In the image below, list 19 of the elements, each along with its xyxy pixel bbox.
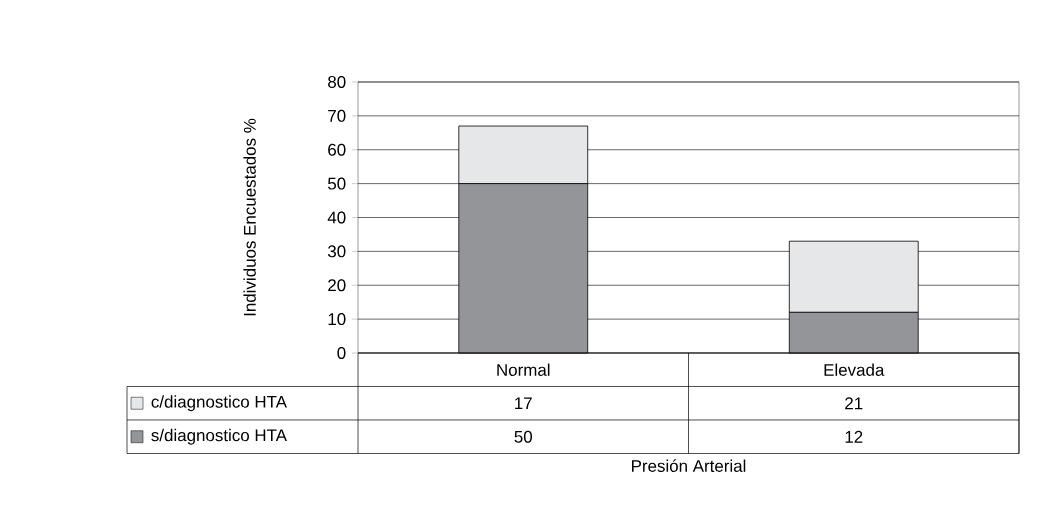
x-tick-label: Normal [497,363,550,376]
legend-label: c/diagnostico HTA [151,395,287,412]
y-tick-label: 30 [327,245,346,258]
x-tick-label: Elevada [824,363,885,376]
y-tick-label: 40 [327,211,346,224]
x-axis-title: Presión Arterial [632,459,746,472]
y-axis-title: Individuos Encuestados % [243,118,256,316]
data-label: 50 [514,430,533,443]
y-tick-label: 70 [328,109,346,122]
y-tick-label: 80 [328,76,346,88]
data-label: 21 [845,397,863,410]
y-tick-label: 60 [328,143,346,156]
y-tick-label: 0 [337,346,346,359]
legend-label: s/diagnostico HTA [151,428,287,445]
y-tick-label: 50 [328,177,346,190]
data-label: 12 [845,430,863,443]
y-tick-label: 10 [328,313,346,326]
data-label: 17 [515,397,532,410]
y-tick-label: 20 [328,279,346,292]
